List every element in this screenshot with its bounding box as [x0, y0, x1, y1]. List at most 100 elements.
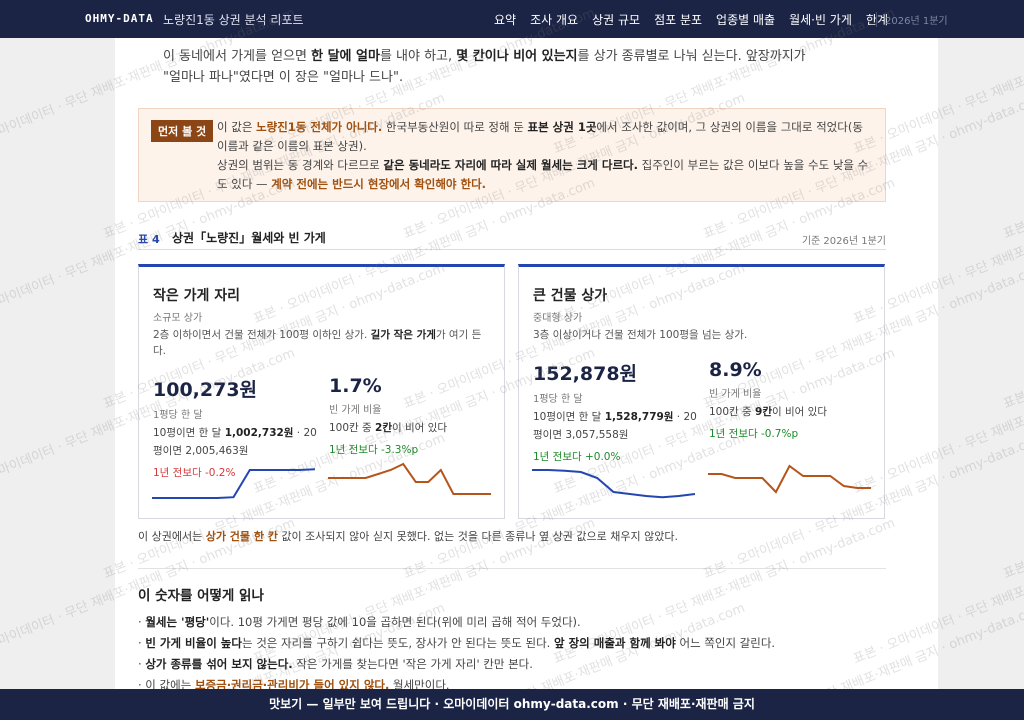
text-run: 가 여기 든다. — [153, 329, 482, 357]
nav-item[interactable]: 요약 — [494, 13, 517, 27]
metric-change: 1년 전보다 -0.7%p — [709, 428, 799, 440]
metric: 1.7% 빈 가게 비율 100칸 중 2칸이 비어 있다 1년 전보다 -3.3%p — [329, 375, 494, 457]
table-label: 표 4 — [138, 233, 160, 246]
text-run: · — [138, 657, 146, 671]
metric-detail: 10평이면 한 달 1,002,732원 · 20평이면 2,005,463원 — [153, 424, 323, 460]
text-run: 이 비어 있다 — [772, 406, 827, 418]
text-run: 10평이면 한 달 — [533, 411, 605, 423]
sparkline — [532, 469, 696, 499]
text-run: 한국부동산원이 따로 정해 둔 — [382, 120, 528, 134]
metric: 100,273원 1평당 한 달 10평이면 한 달 1,002,732원 · 20… — [153, 375, 323, 480]
nav-item[interactable]: 상권 규모 — [592, 13, 641, 27]
metric-change: 1년 전보다 +0.0% — [533, 451, 621, 463]
bullet: · 상가 종류를 섞어 보지 않는다. 작은 가게를 찾는다면 '작은 가게 자… — [138, 654, 775, 675]
text-run: 를 상가 종류별로 나눠 싣는다. 앞장까지가 "얼마나 파나"였다면 이 장은… — [163, 49, 806, 85]
metric-value: 152,878원 — [533, 363, 638, 385]
text-run: 2층 이하이면서 건물 전체가 100평 이하인 상가. — [153, 329, 371, 341]
metric-unit: 빈 가게 비율 — [709, 389, 762, 400]
text-run: 3층 이상이거나 건물 전체가 100평을 넘는 상가. — [533, 329, 748, 341]
text-run: 길가 작은 가게 — [370, 329, 436, 341]
nav-item[interactable]: 점포 분포 — [654, 13, 703, 27]
text-run: 상가 건물 한 칸 — [205, 530, 278, 543]
watermark: 표본 · 오마이데이터 · 무단 재배포·재판매 금지 · ohmy-data.… — [1001, 261, 1024, 413]
card-subtitle: 소규모 상가 — [153, 313, 203, 324]
text-run: 보증금·권리금·관리비가 들어 있지 않다. — [194, 678, 390, 692]
text-run: 는 것은 자리를 구하기 쉽다는 뜻도, 장사가 안 된다는 뜻도 된다. — [241, 636, 554, 650]
text-run: 10평이면 한 달 — [153, 427, 225, 439]
bullet: · 빈 가게 비율이 높다는 것은 자리를 구하기 쉽다는 뜻도, 장사가 안 … — [138, 633, 775, 654]
rule — [138, 249, 886, 250]
trend-line — [532, 469, 696, 499]
table-title: 상권「노량진」월세와 빈 가게 — [172, 231, 326, 245]
rule — [138, 568, 886, 569]
card-description: 2층 이하이면서 건물 전체가 100평 이하인 상가. 길가 작은 가게가 여… — [153, 327, 493, 359]
text-run: 몇 칸이나 비어 있는지 — [456, 49, 578, 64]
trend-line — [708, 464, 871, 494]
metric-detail: 100칸 중 2칸이 비어 있다 — [329, 419, 494, 437]
text-run: 앞 장의 매출과 함께 봐야 — [554, 636, 676, 650]
nav-item[interactable]: 월세·빈 가게 — [789, 13, 852, 27]
text-run: 상권의 범위는 동 경계와 다르므로 — [217, 158, 384, 172]
metric-change: 1년 전보다 -0.2% — [153, 467, 236, 479]
intro: 이 동네에서 가게를 얻으면 한 달에 얼마를 내야 하고, 몇 칸이나 비어 … — [163, 46, 813, 88]
metric: 152,878원 1평당 한 달 10평이면 한 달 1,528,779원 · 20… — [533, 359, 703, 464]
text-run: 빈 가게 비율이 높다 — [145, 636, 242, 650]
metric-unit: 1평당 한 달 — [533, 394, 583, 405]
nav-items: 요약 조사 개요 상권 규모 점포 분포 업종별 매출 월세·빈 가게 한계 — [494, 11, 888, 28]
callout-text: 이 값은 노량진1동 전체가 아니다. 한국부동산원이 따로 정해 둔 표본 상… — [217, 118, 877, 194]
bullets: · 월세는 '평당'이다. 10평 가게면 평당 값에 10을 곱하면 된다(위… — [138, 612, 775, 696]
text-run: 1,002,732원 — [224, 427, 294, 439]
text-run: 한 달에 얼마 — [311, 49, 380, 64]
metric-value: 8.9% — [709, 359, 762, 381]
text-run: · 20평이면 3,057,558원 — [533, 411, 697, 441]
text-run: 같은 동네라도 자리에 따라 실제 월세는 크게 다르다. — [383, 158, 638, 172]
metric-unit: 빈 가게 비율 — [329, 405, 382, 416]
text-run: 이 비어 있다 — [392, 422, 447, 434]
text-run: 표본 상권 1곳 — [527, 120, 597, 134]
metric: 8.9% 빈 가게 비율 100칸 중 9칸이 비어 있다 1년 전보다 -0.7%p — [709, 359, 874, 441]
metric-change: 1년 전보다 -3.3%p — [329, 444, 419, 456]
metric-value: 100,273원 — [153, 379, 258, 401]
brand[interactable]: OHMY-DATA — [85, 12, 154, 25]
metric-unit: 1평당 한 달 — [153, 410, 203, 421]
table-basis: 기준 2026년 1분기 — [801, 236, 886, 247]
bullet: · 월세는 '평당'이다. 10평 가게면 평당 값에 10을 곱하면 된다(위… — [138, 612, 775, 633]
text-run: · — [138, 636, 146, 650]
text-run: 월세는 '평당' — [145, 615, 210, 629]
text-run: 노량진1동 전체가 아니다. — [256, 120, 383, 134]
period: 2026년 1분기 — [876, 12, 1024, 27]
card-subtitle: 중대형 상가 — [533, 313, 583, 324]
card-title: 큰 건물 상가 — [533, 288, 608, 304]
metric-detail: 10평이면 한 달 1,528,779원 · 20평이면 3,057,558원 — [533, 408, 703, 444]
text-run: 이 값은 — [217, 120, 257, 134]
text-run: 작은 가게를 찾는다면 '작은 가게 자리' 칸만 본다. — [292, 657, 533, 671]
text-run: 계약 전에는 반드시 현장에서 확인해야 한다. — [271, 177, 487, 191]
text-run: 이다. 10평 가게면 평당 값에 10을 곱하면 된다(위에 미리 곱해 적어… — [209, 615, 581, 629]
text-run: · 20평이면 2,005,463원 — [153, 427, 317, 457]
bullet: · 이 값에는 보증금·권리금·관리비가 들어 있지 않다. 월세만이다. — [138, 675, 775, 696]
section-heading: 이 숫자를 어떻게 읽나 — [138, 588, 264, 604]
sparkline — [152, 468, 316, 499]
trend-line — [152, 468, 316, 499]
text-run: 상가 종류를 섞어 보지 않는다. — [145, 657, 293, 671]
text-run: 100칸 중 — [709, 406, 756, 418]
nav-item[interactable]: 조사 개요 — [530, 13, 579, 27]
nav-item[interactable]: 업종별 매출 — [716, 13, 776, 27]
metric-value: 1.7% — [329, 375, 382, 397]
text-run: 집주인이 부르는 값은 이보다 높을 수도 낮을 수도 있다 — — [217, 158, 869, 191]
sparkline — [708, 464, 871, 494]
text-run: 를 내야 하고, — [379, 49, 457, 64]
watermark: 표본 · 오마이데이터 · 무단 재배포·재판매 금지 · ohmy-data.… — [1001, 91, 1024, 243]
callout-tag: 먼저 볼 것 — [151, 120, 214, 142]
text-run: 1,528,779원 — [604, 411, 674, 423]
trend-line — [328, 462, 491, 495]
text-run: · — [138, 615, 146, 629]
text-run: 이 동네에서 가게를 얻으면 — [163, 49, 312, 64]
footnote: 이 상권에서는 상가 건물 한 칸 값이 조사되지 않아 싣지 못했다. 없는 … — [138, 528, 678, 544]
card: 작은 가게 자리 소규모 상가 2층 이하이면서 건물 전체가 100평 이하인 상… — [138, 264, 505, 519]
sparkline — [328, 462, 491, 495]
callout: 먼저 볼 것 이 값은 노량진1동 전체가 아니다. 한국부동산원이 따로 정해… — [138, 108, 886, 202]
card-description: 3층 이상이거나 건물 전체가 100평을 넘는 상가. — [533, 327, 873, 343]
